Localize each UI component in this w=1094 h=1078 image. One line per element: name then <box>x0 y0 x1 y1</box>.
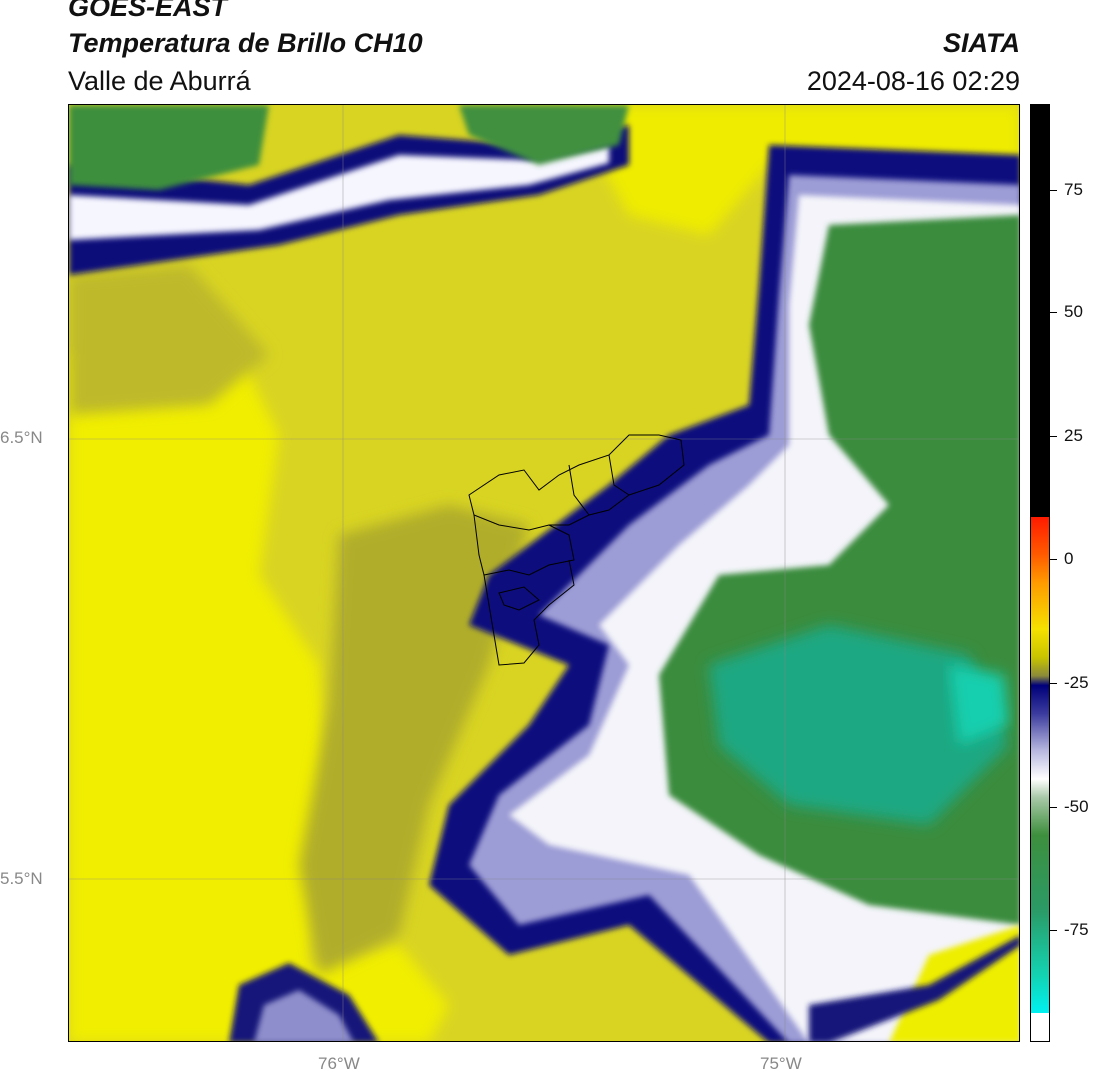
lat-label-5-5: 5.5°N <box>0 869 43 888</box>
satellite-title: GOES-EAST <box>68 0 228 22</box>
cbar-label-50: 50 <box>1064 302 1083 321</box>
teal-core <box>709 625 1009 825</box>
cbar-tick-0 <box>1050 559 1057 560</box>
organization-label: SIATA <box>943 28 1020 58</box>
cbar-label-75: 75 <box>1064 180 1083 199</box>
cbar-tick-m25 <box>1050 683 1057 684</box>
boundary-inner-2 <box>568 454 630 516</box>
cbar-tick-m50 <box>1050 807 1057 808</box>
olive-patch-north <box>69 265 269 415</box>
map-canvas <box>69 105 1019 1041</box>
municipality-boundaries <box>468 434 685 666</box>
nw-white-band <box>69 145 609 240</box>
bright-yellow-west <box>69 335 449 1041</box>
lon-label-75w: 75°W <box>760 1054 802 1073</box>
region-subtitle: Valle de Aburrá <box>68 66 251 96</box>
cbar-tick-m75 <box>1050 930 1057 931</box>
graticule <box>69 105 1019 1041</box>
boundary-south <box>483 559 575 666</box>
boundary-inner-1 <box>498 586 540 611</box>
boundary-north <box>468 434 685 531</box>
cbar-tick-25 <box>1050 436 1057 437</box>
cbar-tick-75 <box>1050 190 1057 191</box>
sw-lavender-blob <box>254 990 353 1041</box>
lon-label-76w: 76°W <box>318 1054 360 1073</box>
colorbar <box>1030 104 1050 1042</box>
brightness-temperature-map <box>68 104 1020 1042</box>
cbar-label-m75: -75 <box>1064 920 1089 939</box>
cbar-label-0: 0 <box>1064 549 1074 568</box>
product-title: Temperatura de Brillo CH10 <box>68 28 423 58</box>
lat-label-6-5: 6.5°N <box>0 428 43 447</box>
bright-yellow-north <box>569 105 1019 235</box>
nw-green-2 <box>459 105 629 165</box>
cbar-label-m25: -25 <box>1064 673 1089 692</box>
cbar-tick-50 <box>1050 312 1057 313</box>
cbar-label-m50: -50 <box>1064 797 1089 816</box>
se-navy-edge <box>809 936 1019 1041</box>
cbar-label-25: 25 <box>1064 426 1083 445</box>
teal-bright <box>949 665 1009 745</box>
datetime-label: 2024-08-16 02:29 <box>806 66 1020 96</box>
nw-green <box>69 105 269 190</box>
boundary-central <box>473 514 575 576</box>
